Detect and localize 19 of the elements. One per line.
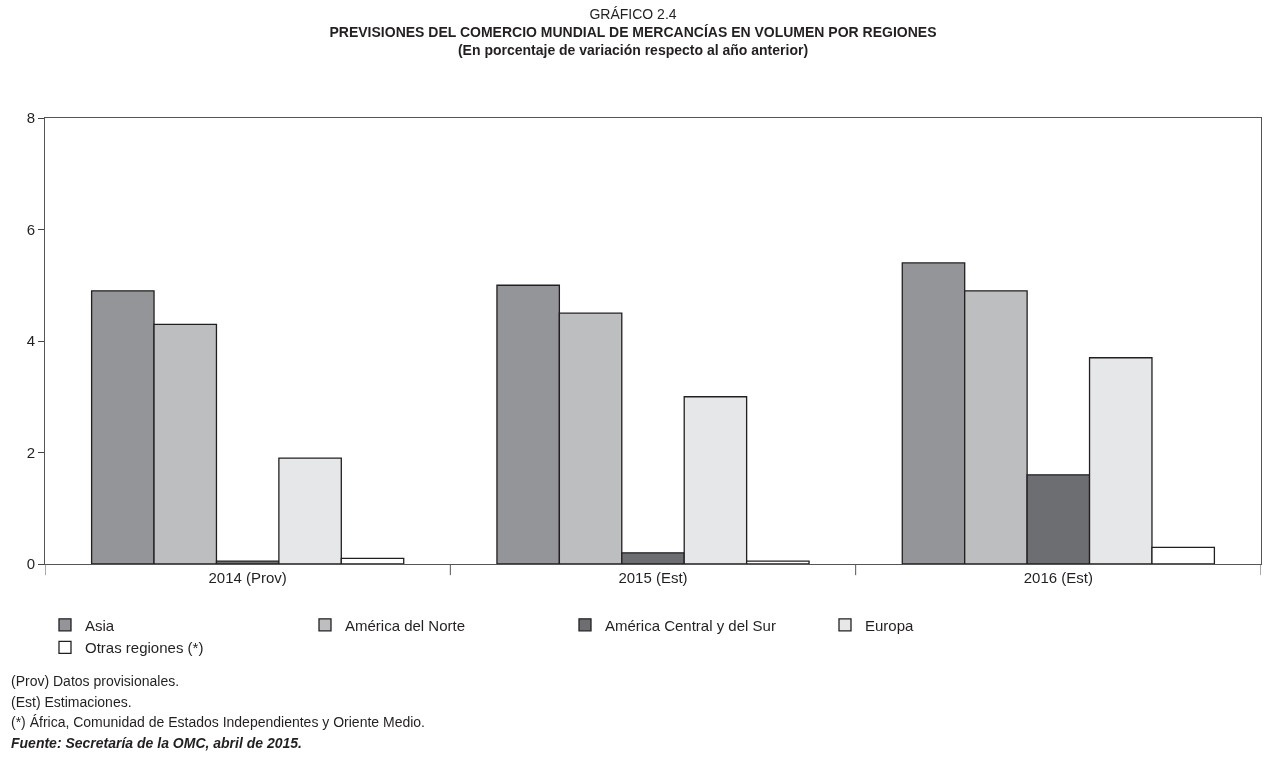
text: (Est) Estimaciones.: [11, 694, 132, 710]
text: (*) África, Comunidad de Estados Independientes y Oriente Medio.: [11, 714, 426, 730]
y-tick-label: 8: [26, 109, 35, 127]
legend-label: Asia: [85, 616, 115, 634]
legend-label: Europa: [865, 616, 915, 634]
x-tick-label: 2015 (Est): [618, 569, 688, 586]
legend-label: América Central y del Sur: [605, 616, 776, 634]
x-tick-label: 2014 (Prov): [208, 569, 287, 586]
y-tick-label: 4: [26, 332, 35, 350]
legend-label: América del Norte: [345, 616, 466, 634]
y-tick-label: 0: [26, 555, 35, 573]
source-note: Fuente: Secretaría de la OMC, abril de 2015.: [11, 735, 302, 751]
chart-subtitle: PREVISIONES DEL COMERCIO MUNDIAL DE MERCANCÍAS EN VOLUMEN POR REGIONES (En porcentaje de variación respecto al año anterior): [329, 24, 937, 59]
x-tick-label: 2016 (Est): [1023, 569, 1093, 586]
y-tick-label: 2: [26, 443, 35, 461]
y-tick-label: 6: [26, 220, 35, 238]
chart-title: GRÁFICO 2.4: [589, 6, 677, 23]
text: (Prov) Datos provisionales.: [11, 673, 180, 689]
legend-label: Otras regiones (*): [85, 639, 204, 657]
